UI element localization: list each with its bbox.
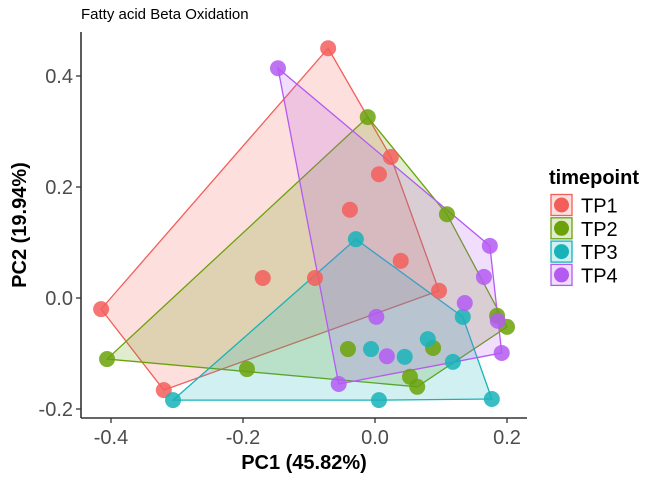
y-tick-label: 0.4	[45, 66, 73, 88]
point-tp4	[475, 268, 492, 285]
point-tp1	[306, 270, 323, 287]
point-tp1	[431, 282, 448, 299]
axes	[80, 32, 527, 419]
chart-title: Fatty acid Beta Oxidation	[81, 6, 249, 23]
y-ticks: -0.2 0.0 0.2 0.4	[39, 66, 81, 421]
x-tick-label: -0.4	[94, 427, 128, 449]
legend-item-tp4: TP4	[550, 263, 618, 287]
legend-marker	[554, 197, 569, 213]
legend-item-tp2: TP2	[550, 217, 618, 241]
y-tick-label: 0.2	[45, 177, 73, 199]
hull-tp1	[100, 47, 440, 391]
point-tp2	[339, 341, 356, 358]
point-tp3	[363, 341, 380, 358]
point-tp1	[93, 301, 110, 318]
point-tp1	[392, 252, 409, 269]
point-tp4	[330, 376, 347, 393]
y-tick-label: -0.2	[39, 399, 73, 421]
point-tp3	[454, 308, 471, 325]
point-tp1	[370, 166, 387, 183]
legend-marker	[554, 267, 569, 283]
point-tp2	[409, 378, 426, 395]
point-tp2	[99, 351, 116, 368]
point-tp3	[165, 392, 182, 409]
point-tp3	[419, 331, 436, 348]
legend-title: timepoint	[549, 167, 639, 189]
x-axis-title: PC1 (45.82%)	[241, 452, 367, 474]
legend-item-tp1: TP1	[550, 193, 618, 218]
point-tp3	[370, 392, 387, 409]
point-tp1	[341, 201, 358, 218]
legend-label: TP3	[581, 242, 618, 264]
y-axis-title: PC2 (19.94%)	[9, 162, 31, 288]
legend-label: TP1	[581, 196, 618, 218]
point-tp4	[493, 344, 510, 361]
legend-label: TP2	[581, 219, 618, 241]
point-tp3	[396, 348, 413, 365]
point-tp1	[382, 149, 399, 166]
x-tick-label: -0.2	[226, 427, 260, 449]
point-tp2	[359, 109, 376, 126]
y-tick-label: 0.0	[45, 288, 73, 310]
point-tp2	[438, 206, 455, 223]
hull-tp2	[105, 116, 508, 388]
point-tp4	[368, 308, 385, 325]
x-tick-label: 0.2	[493, 427, 521, 449]
legend-label: TP4	[581, 265, 618, 287]
x-tick-label: 0.0	[361, 427, 389, 449]
point-tp4	[481, 237, 498, 254]
point-tp4	[269, 60, 286, 77]
hull-layer	[100, 47, 508, 401]
point-tp3	[444, 353, 461, 370]
legend-marker	[554, 220, 569, 236]
x-ticks: -0.4 -0.2 0.0 0.2	[94, 418, 521, 449]
point-tp3	[483, 391, 500, 408]
point-tp1	[254, 270, 271, 287]
point-tp2	[238, 361, 255, 378]
legend-item-tp3: TP3	[550, 240, 618, 264]
point-tp3	[347, 231, 364, 248]
point-tp4	[489, 312, 506, 329]
point-layer	[93, 40, 515, 409]
legend-marker	[554, 244, 569, 260]
point-tp1	[320, 40, 337, 57]
point-tp4	[456, 294, 473, 311]
point-tp4	[378, 348, 395, 365]
